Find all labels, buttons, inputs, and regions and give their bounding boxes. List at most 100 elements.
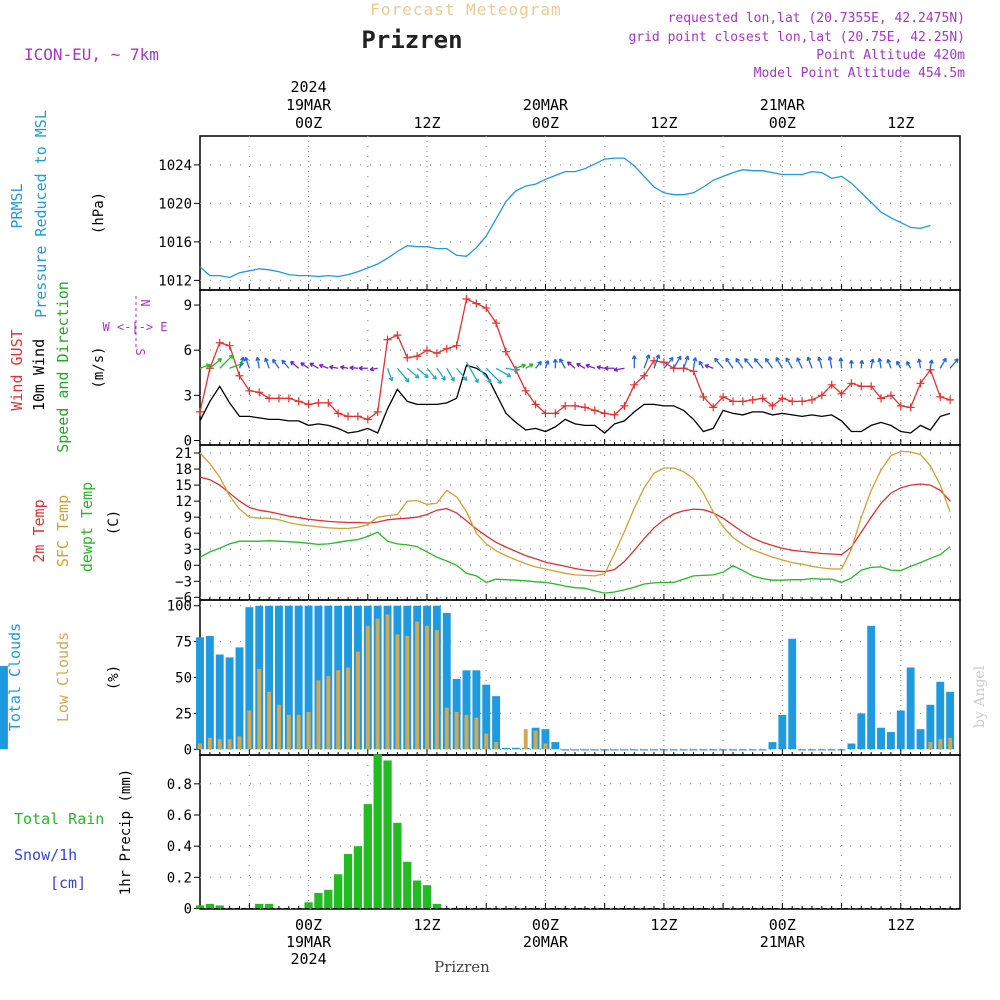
panel-precip: 0 0.2 0.4 0.6 0.8 1hr Precip (mm)	[118, 754, 961, 918]
total-cloud-bar	[719, 749, 728, 751]
y-tick-label: 0.4	[167, 839, 192, 855]
wind-direction-arrow	[300, 362, 309, 369]
wind-direction-arrow	[349, 365, 358, 371]
low-cloud-bar	[267, 691, 272, 750]
wind-direction-arrow	[290, 360, 300, 369]
wind-direction-arrow	[906, 360, 912, 369]
low-cloud-bar	[375, 618, 380, 750]
total-cloud-bar	[847, 743, 856, 750]
gust-marker	[255, 388, 264, 397]
gust-marker	[630, 380, 639, 389]
cloud-label-total: Total Clouds	[6, 623, 24, 731]
y-tick-label: 0.2	[167, 870, 192, 886]
low-cloud-bar	[415, 621, 420, 750]
rain-bar	[383, 760, 392, 909]
gust-marker	[798, 397, 807, 406]
bottom-time-label: 20MAR	[523, 933, 569, 951]
low-cloud-bar	[207, 737, 212, 750]
gust-marker	[501, 347, 510, 356]
total-cloud-bar	[946, 691, 955, 750]
low-cloud-bar	[306, 711, 311, 750]
total-cloud-bar	[551, 742, 560, 750]
wind-direction-arrow	[406, 367, 420, 379]
gust-marker	[620, 401, 629, 410]
wind-direction-arrow	[281, 359, 290, 369]
wind-direction-arrow	[456, 367, 468, 381]
gust-marker	[867, 382, 876, 391]
low-cloud-bar	[355, 651, 360, 750]
compass-west-east: W <-|-> E	[102, 320, 167, 334]
low-cloud-bar	[346, 667, 351, 750]
wind-direction-arrow	[552, 358, 558, 369]
wind-direction-arrow	[886, 358, 892, 369]
gust-marker	[571, 401, 580, 410]
compass-south: S	[133, 348, 147, 355]
total-cloud-bar	[906, 667, 915, 750]
gust-marker	[245, 386, 254, 395]
total-cloud-bar	[225, 657, 234, 750]
bottom-time-label: 21MAR	[760, 933, 806, 951]
gust-marker	[304, 400, 313, 409]
wind-direction-arrow	[928, 359, 934, 369]
rain-bar	[324, 889, 333, 909]
gust-marker	[778, 394, 787, 403]
point-altitude: Point Altitude 420m	[816, 48, 965, 63]
wind-direction-arrow	[505, 367, 519, 373]
y-axis-label: (m/s)	[91, 346, 107, 388]
wind-label-direction: Speed and Direction	[54, 281, 72, 453]
total-cloud-bar	[699, 749, 708, 751]
low-cloud-bar	[523, 729, 528, 750]
rain-bar	[363, 804, 372, 909]
panel-pressure: 1012 1016 1020 1024 (hPa)	[91, 135, 961, 291]
wind-direction-arrow	[613, 367, 625, 372]
wind-direction-arrow	[446, 367, 455, 382]
gust-marker	[936, 392, 945, 401]
total-cloud-bar	[916, 729, 925, 750]
gust-marker	[719, 392, 728, 401]
model-altitude: Model Point Altitude 454.5m	[754, 66, 965, 81]
total-cloud-bar	[590, 749, 599, 751]
low-cloud-bar	[464, 714, 469, 750]
wind-direction-arrow	[692, 357, 698, 369]
total-cloud-bar	[571, 749, 580, 751]
wind-direction-arrow	[475, 364, 492, 384]
wind-direction-arrow	[827, 356, 833, 369]
wind-direction-arrow	[515, 363, 526, 369]
gust-marker	[363, 415, 372, 424]
low-cloud-bar	[484, 733, 489, 750]
rain-bar	[215, 905, 224, 909]
y-tick-label: −6	[175, 590, 192, 606]
gust-marker	[699, 392, 708, 401]
y-tick-label: 6	[184, 526, 192, 542]
wind-direction-arrow	[673, 355, 682, 369]
total-cloud-bar	[462, 670, 471, 750]
total-cloud-bar	[275, 605, 283, 750]
wind-direction-arrow	[219, 354, 234, 369]
wind-direction-arrow	[838, 357, 844, 369]
wind-direction-arrow	[576, 362, 586, 369]
location-title: Prizren	[361, 26, 462, 54]
wind-direction-arrow	[209, 357, 223, 369]
gust-marker	[689, 367, 698, 376]
top-time-label: 12Z	[887, 114, 914, 132]
total-cloud-bar	[294, 605, 303, 750]
total-cloud-bar	[758, 749, 767, 751]
gust-marker	[373, 407, 382, 416]
rain-bar	[195, 905, 205, 909]
wind-direction-arrow	[653, 354, 661, 369]
total-cloud-bar	[511, 747, 520, 750]
rain-bar	[393, 822, 402, 909]
gust-marker	[837, 389, 846, 398]
gust-marker	[877, 394, 886, 403]
y-tick-label: 15	[175, 478, 192, 494]
wind-direction-arrow	[916, 358, 922, 369]
wind-direction-arrow	[775, 357, 783, 369]
y-axis-label: (%)	[106, 665, 122, 690]
wind-direction-arrow	[725, 357, 734, 369]
wind-direction-arrow	[465, 361, 479, 384]
total-cloud-bar	[729, 749, 737, 751]
wind-direction-arrow	[340, 365, 349, 370]
total-cloud-bar	[709, 749, 718, 751]
low-cloud-bar	[494, 742, 499, 750]
total-cloud-bar	[798, 749, 807, 751]
